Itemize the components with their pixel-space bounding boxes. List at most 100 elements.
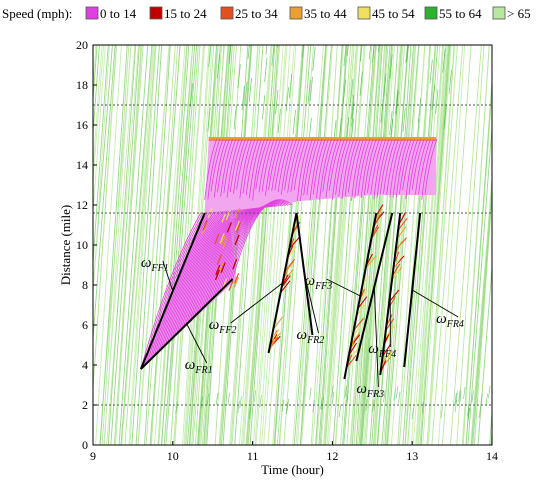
free-flow-trajectory [310,45,338,445]
free-flow-trajectory [473,189,492,445]
slow-trajectory [242,138,256,194]
fast-trajectory-segment [383,390,386,403]
y-tick-label: 14 [76,158,88,172]
free-flow-trajectory [324,45,357,445]
fast-trajectory-segment [371,45,375,63]
congested-trajectory-segment [381,350,393,364]
free-flow-trajectory [342,45,375,445]
free-flow-trajectory [407,45,437,445]
congested-trajectory-segment [357,296,368,310]
slow-trajectory [287,138,301,193]
fast-trajectory-segment [442,48,446,73]
slow-trajectory [421,138,435,200]
free-flow-trajectory [240,45,273,445]
x-tick-label: 9 [90,449,96,463]
slow-trajectory [156,211,217,354]
free-flow-trajectory [254,45,284,445]
slow-trajectory [217,138,230,193]
free-flow-trajectory [95,45,122,445]
free-flow-trajectory [494,45,524,445]
slow-trajectory [221,203,282,291]
free-flow-trajectory [489,405,492,445]
free-flow-trajectory [477,261,492,445]
congested-trajectory-segment [214,233,220,245]
fast-trajectory-segment [233,105,237,130]
congested-trajectory-segment [281,275,291,288]
congested-trajectory-segment [280,280,291,294]
free-flow-trajectory [158,45,188,445]
slow-trajectory [338,138,352,197]
free-flow-trajectory [416,45,448,445]
slow-trajectory [252,138,265,201]
slow-trajectory [370,138,384,195]
free-flow-trajectory [124,45,157,445]
free-flow-trajectory [382,45,415,445]
legend-swatch [289,6,303,20]
fast-trajectory-segment [406,45,409,62]
x-tick-label: 12 [326,449,338,463]
free-flow-trajectory [157,45,187,445]
free-flow-trajectory [391,45,420,445]
fast-trajectory-segment [429,59,433,84]
slow-trajectory [160,210,222,350]
legend-item-label: 15 to 24 [164,6,207,21]
free-flow-trajectory [495,45,525,445]
y-axis-label: Distance (mile) [58,205,73,286]
free-flow-trajectory [412,45,445,445]
free-flow-trajectory [332,45,362,445]
congested-trajectory-segment [353,318,364,332]
slow-trajectory [300,138,313,202]
free-flow-trajectory [106,45,139,445]
free-flow-trajectory [496,45,525,445]
slow-trajectory [158,211,219,352]
legend-swatch [357,6,371,20]
fast-trajectory-segment [405,45,408,64]
slow-trajectory [218,204,280,293]
slow-trajectory [210,138,224,192]
free-flow-trajectory [299,45,327,445]
congested-trajectory-segment [214,269,221,281]
fast-trajectory-segment [411,407,414,420]
free-flow-trajectory [397,45,426,445]
free-flow-trajectory [417,45,446,445]
congested-trajectory-segment [233,276,239,288]
free-flow-trajectory [135,45,163,445]
chart-legend: Speed (mph): 0 to 14 15 to 24 25 to 34 35 to… [0,3,550,25]
slow-trajectory [214,205,275,297]
slow-trajectory [183,208,244,328]
slow-trajectory [213,138,227,198]
fast-trajectory-segment [262,95,266,120]
congested-trajectory-segment [220,262,226,273]
free-flow-trajectory [267,45,297,445]
free-flow-trajectory [420,45,448,445]
free-flow-trajectory [137,45,170,445]
free-flow-trajectory [343,45,377,445]
y-tick-label: 18 [76,78,88,92]
fast-trajectory-segment [338,405,342,418]
fast-trajectory-segment [277,45,279,48]
free-flow-trajectory [173,45,201,445]
legend-swatch [492,6,506,20]
free-flow-trajectory [272,45,303,445]
congested-trajectory-segment [215,264,221,276]
free-flow-trajectory [247,45,280,445]
free-flow-trajectory [93,45,106,218]
fast-trajectory-segment [286,398,290,411]
congested-trajectory-segment [228,280,234,291]
fast-trajectory-segment [467,403,470,416]
slow-trajectory [216,204,277,295]
slow-trajectory [167,210,228,343]
y-tick-label: 4 [82,358,88,372]
fast-trajectory-segment [448,69,452,94]
fast-trajectory-segment [443,105,447,130]
free-flow-trajectory [144,45,171,445]
fast-trajectory-segment [351,95,355,120]
fast-trajectory-segment [485,393,488,406]
fast-trajectory-segment [208,45,212,68]
slow-trajectory [169,210,231,341]
fast-trajectory-segment [237,400,240,413]
free-flow-trajectory [506,45,535,445]
slow-trajectory [227,201,289,284]
free-flow-trajectory [107,45,137,445]
free-flow-trajectory [470,171,492,445]
